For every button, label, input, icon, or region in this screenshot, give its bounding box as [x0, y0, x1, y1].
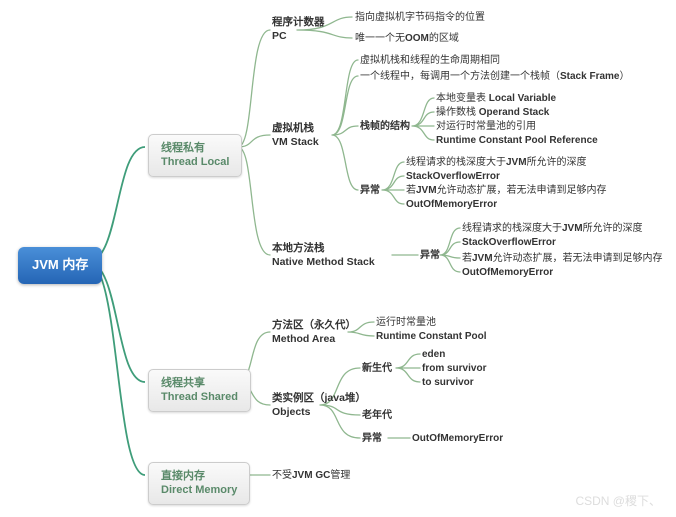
sub-objects: 类实例区（java堆）Objects	[272, 392, 366, 419]
leaf-pc-0: 指向虚拟机字节码指令的位置	[355, 11, 485, 24]
leaf-frame-0: 本地变量表 Local Variable	[436, 92, 556, 105]
leaf-vmstack-intro0: 虚拟机栈和线程的生命周期相同	[360, 54, 500, 67]
leaf-frame-1: 操作数栈 Operand Stack	[436, 106, 549, 119]
sub-nstack: 本地方法栈Native Method Stack	[272, 242, 375, 269]
sub-pc: 程序计数器PC	[272, 16, 325, 43]
mini-nexc: 异常	[420, 249, 440, 262]
leaf-frame-3: Runtime Constant Pool Reference	[436, 134, 598, 147]
leaf-nexc-2: 若JVM允许动态扩展，若无法申请到足够内存	[462, 252, 663, 265]
leaf-objexc-0: OutOfMemoryError	[412, 432, 503, 445]
branch-direct-memory: 直接内存Direct Memory	[148, 462, 250, 505]
leaf-nexc-3: OutOfMemoryError	[462, 266, 553, 279]
sub-vmstack: 虚拟机栈VM Stack	[272, 122, 319, 149]
mini-frame: 栈帧的结构	[360, 120, 410, 133]
leaf-method-1: Runtime Constant Pool	[376, 330, 487, 343]
leaf-method-0: 运行时常量池	[376, 316, 436, 329]
leaf-vmexc-2: 若JVM允许动态扩展，若无法申请到足够内存	[406, 184, 607, 197]
leaf-vmexc-0: 线程请求的栈深度大于JVM所允许的深度	[406, 156, 587, 169]
mini-objexc: 异常	[362, 432, 382, 445]
leaf-frame-2: 对运行时常量池的引用	[436, 120, 536, 133]
leaf-young-2: to survivor	[422, 376, 474, 389]
leaf-dm: 不受JVM GC管理	[272, 469, 350, 482]
branch-thread-local: 线程私有Thread Local	[148, 134, 242, 177]
watermark: CSDN @稷下、	[575, 492, 661, 509]
leaf-nexc-0: 线程请求的栈深度大于JVM所允许的深度	[462, 222, 643, 235]
leaf-young-1: from survivor	[422, 362, 486, 375]
branch-thread-shared: 线程共享Thread Shared	[148, 369, 251, 412]
leaf-vmexc-3: OutOfMemoryError	[406, 198, 497, 211]
root-node: JVM 内存	[18, 247, 102, 284]
leaf-young-0: eden	[422, 348, 445, 361]
sub-method: 方法区（永久代）Method Area	[272, 319, 356, 346]
leaf-nexc-1: StackOverflowError	[462, 236, 556, 249]
mini-young: 新生代	[362, 362, 392, 375]
mini-old: 老年代	[362, 409, 392, 422]
leaf-vmexc-1: StackOverflowError	[406, 170, 500, 183]
leaf-pc-1: 唯一一个无OOM的区域	[355, 32, 459, 45]
mini-vmexc: 异常	[360, 184, 380, 197]
leaf-vmstack-intro1: 一个线程中，每调用一个方法创建一个栈帧（Stack Frame）	[360, 70, 629, 83]
